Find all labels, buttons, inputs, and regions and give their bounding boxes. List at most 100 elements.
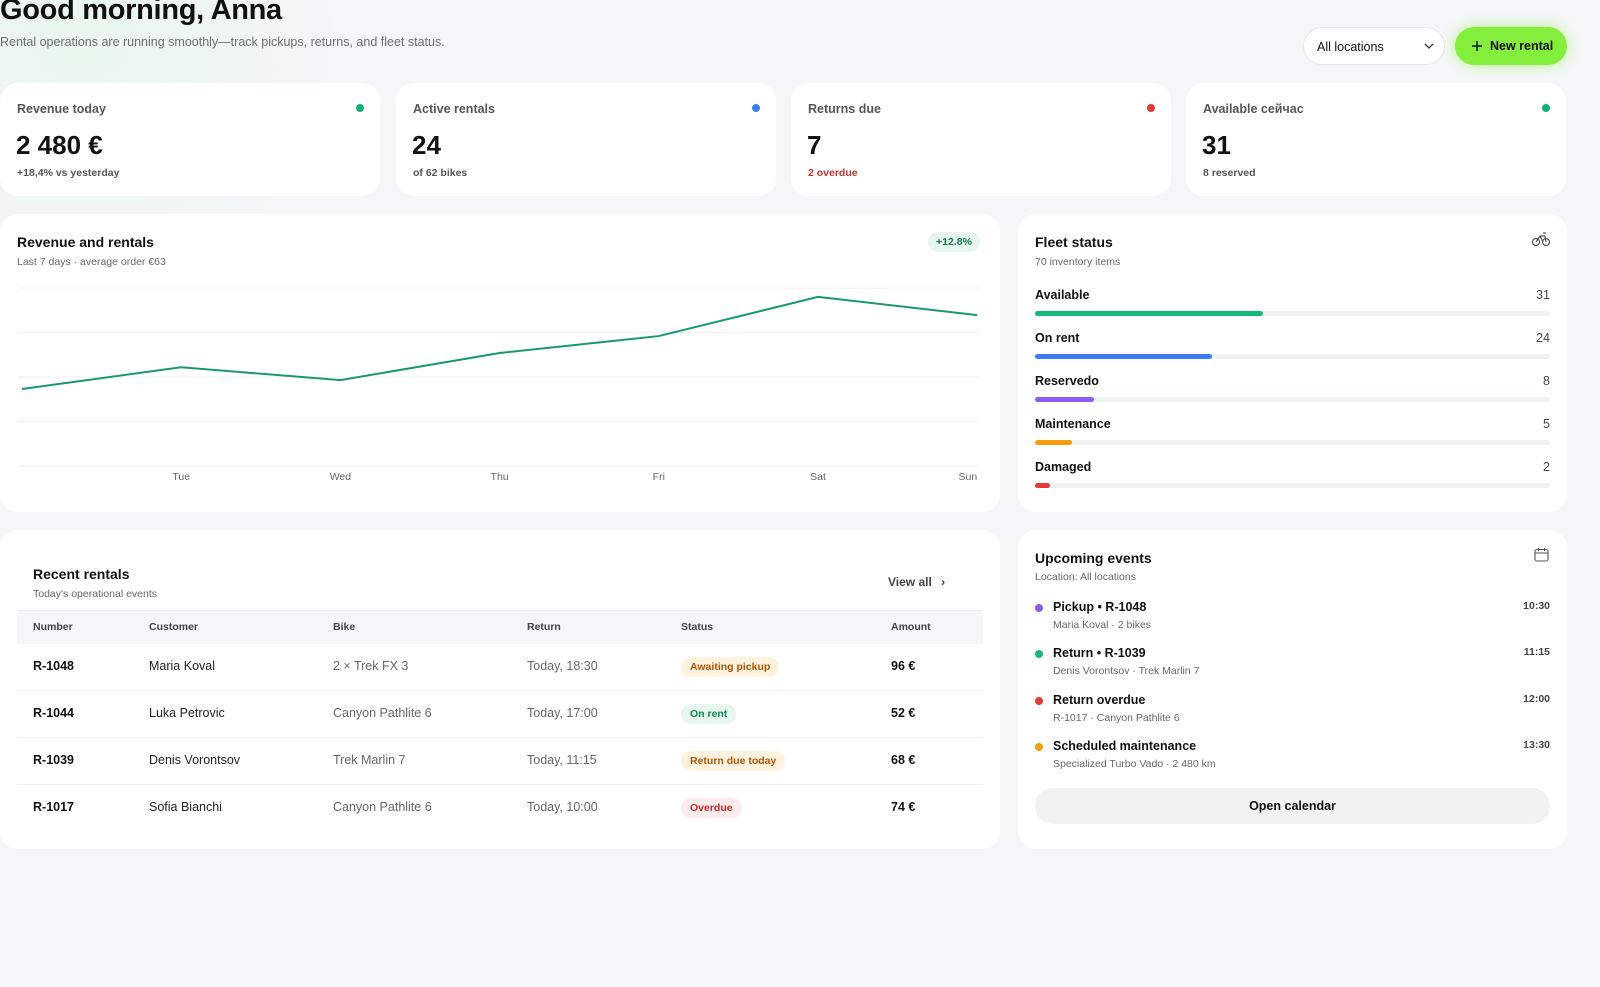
location-select[interactable]: All locations bbox=[1303, 27, 1445, 65]
kpi-note: 8 reserved bbox=[1203, 167, 1256, 179]
bar-label: Damaged bbox=[1035, 460, 1092, 474]
status-dot bbox=[356, 104, 364, 112]
events-subtitle: Location: All locations bbox=[1035, 571, 1136, 583]
bar bbox=[1035, 397, 1094, 402]
row-divider bbox=[17, 690, 983, 691]
event-title: Return • R-1039 bbox=[1053, 646, 1146, 661]
chart-subtitle: Last 7 days · average order €63 bbox=[17, 256, 166, 268]
x-tick-label: Wed bbox=[330, 471, 352, 483]
kpi-card: Returns due 7 2 overdue bbox=[791, 83, 1171, 196]
status-dot bbox=[752, 104, 760, 112]
kpi-note: +18,4% vs yesterday bbox=[17, 167, 120, 179]
event-dot bbox=[1035, 696, 1043, 705]
event-title: Pickup • R-1048 bbox=[1053, 600, 1147, 614]
kpi-note: 2 overdue bbox=[808, 167, 858, 179]
cell: Today, 17:00 bbox=[527, 706, 598, 720]
event-time: 12:00 bbox=[1523, 692, 1550, 705]
kpi-label: Returns due bbox=[808, 102, 881, 116]
open-calendar-button[interactable]: Open calendar bbox=[1035, 788, 1550, 824]
bar-label: Available bbox=[1035, 288, 1090, 302]
revenue-card: Revenue and rentals Last 7 days · averag… bbox=[0, 214, 1000, 512]
status-badge: Overdue bbox=[681, 798, 742, 818]
view-all-link[interactable]: View all › bbox=[888, 575, 945, 589]
event-detail: R-1017 · Canyon Pathlite 6 bbox=[1053, 711, 1180, 724]
events-card: Upcoming events Location: All locations … bbox=[1018, 530, 1567, 849]
kpi-label: Available сейчас bbox=[1203, 102, 1304, 116]
event-detail: Specialized Turbo Vado · 2 480 km bbox=[1053, 757, 1216, 770]
trend-badge: +12.8% bbox=[928, 232, 980, 252]
cell: Luka Petrovic bbox=[149, 706, 225, 720]
fleet-card: Fleet status 70 inventory items Availabl… bbox=[1018, 214, 1567, 512]
status-dot bbox=[1542, 104, 1550, 112]
event-time: 13:30 bbox=[1523, 738, 1550, 751]
cell: 2 × Trek FX 3 bbox=[333, 659, 409, 673]
button-label: New rental bbox=[1490, 39, 1554, 53]
row-divider bbox=[17, 737, 983, 738]
line-chart: Tue Wed Thu Fri Sat Sun bbox=[18, 287, 980, 483]
calendar-icon bbox=[1534, 548, 1549, 562]
cell: Today, 18:30 bbox=[527, 659, 598, 673]
kpi-value: 2 480 € bbox=[16, 130, 103, 160]
plus-icon bbox=[1472, 41, 1482, 51]
kpi-card: Available сейчас 31 8 reserved bbox=[1186, 83, 1566, 196]
bike-icon bbox=[1532, 232, 1550, 247]
table-header bbox=[17, 610, 983, 644]
table-subtitle: Today's operational events bbox=[33, 588, 158, 600]
kpi-label: Active rentals bbox=[413, 102, 495, 116]
bar-value: 5 bbox=[1543, 417, 1550, 431]
view-all-label: View all bbox=[888, 575, 932, 589]
fleet-subtitle: 70 inventory items bbox=[1035, 256, 1121, 268]
x-tick-label: Thu bbox=[491, 471, 509, 483]
cell: Denis Vorontsov bbox=[149, 753, 241, 767]
kpi-value: 24 bbox=[412, 130, 441, 160]
chart-title: Revenue and rentals bbox=[17, 234, 154, 250]
cell: R-1017 bbox=[33, 800, 74, 814]
x-tick-label: Fri bbox=[653, 471, 665, 483]
bar-value: 24 bbox=[1536, 331, 1550, 345]
status-dot bbox=[1147, 104, 1155, 112]
event-time: 10:30 bbox=[1523, 600, 1550, 612]
event-detail: Maria Koval · 2 bikes bbox=[1053, 619, 1152, 631]
kpi-label: Revenue today bbox=[17, 102, 106, 116]
cell: R-1048 bbox=[33, 659, 74, 673]
fleet-title: Fleet status bbox=[1035, 234, 1113, 250]
column-header: Amount bbox=[891, 621, 931, 633]
event-title: Scheduled maintenance bbox=[1053, 738, 1197, 753]
cell: R-1039 bbox=[33, 753, 74, 767]
bar-value: 8 bbox=[1543, 374, 1550, 388]
x-tick-label: Tue bbox=[172, 471, 190, 483]
kpi-value: 7 bbox=[807, 130, 822, 160]
column-header: Customer bbox=[149, 621, 199, 633]
chevron bbox=[1424, 43, 1434, 49]
column-header: Status bbox=[681, 621, 714, 633]
new-rental-button[interactable]: New rental bbox=[1455, 27, 1567, 65]
bar bbox=[1035, 440, 1072, 445]
cell: Today, 11:15 bbox=[527, 753, 597, 767]
line bbox=[21, 295, 978, 391]
event-dot bbox=[1035, 742, 1043, 751]
kpi-note: of 62 bikes bbox=[413, 167, 468, 179]
bar-value: 31 bbox=[1536, 288, 1550, 302]
button-label: Open calendar bbox=[1249, 799, 1336, 813]
event-dot bbox=[1035, 604, 1043, 612]
cell: Canyon Pathlite 6 bbox=[333, 706, 432, 720]
event-title: Return overdue bbox=[1053, 692, 1146, 707]
row-divider bbox=[17, 784, 983, 785]
bar-label: Reservedo bbox=[1035, 374, 1099, 388]
arrow: › bbox=[941, 575, 946, 589]
bar-track bbox=[1035, 311, 1550, 316]
status-badge: Awaiting pickup bbox=[681, 657, 780, 677]
kpi-card: Active rentals 24 of 62 bikes bbox=[396, 83, 776, 196]
kpi-card: Revenue today 2 480 € +18,4% vs yesterday bbox=[0, 83, 380, 196]
bar bbox=[1035, 311, 1264, 316]
bar-track bbox=[1035, 397, 1550, 402]
bar-track bbox=[1035, 354, 1550, 359]
event-detail: Denis Vorontsov · Trek Marlin 7 bbox=[1053, 665, 1200, 678]
bar-track bbox=[1035, 440, 1550, 445]
kpi-value: 31 bbox=[1202, 130, 1231, 160]
column-header: Return bbox=[527, 621, 561, 633]
bar bbox=[1035, 483, 1050, 488]
column-header: Bike bbox=[333, 621, 356, 633]
rentals-card: Recent rentals Today's operational event… bbox=[0, 530, 1000, 849]
